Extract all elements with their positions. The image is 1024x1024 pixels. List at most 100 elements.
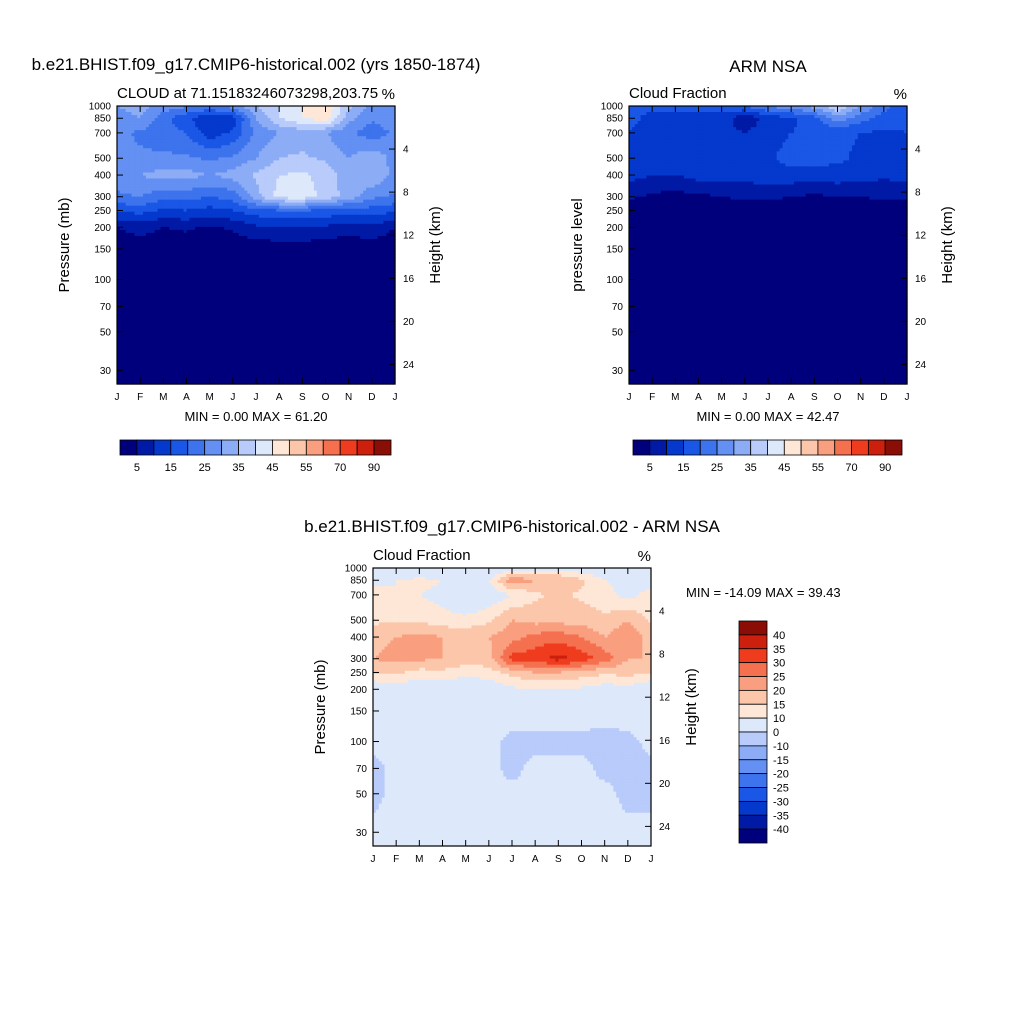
contour-cell bbox=[238, 184, 243, 189]
contour-cell bbox=[192, 139, 196, 143]
contour-cell bbox=[389, 226, 393, 231]
contour-cell bbox=[235, 106, 240, 110]
contour-cell bbox=[363, 229, 367, 234]
contour-cell bbox=[250, 136, 254, 140]
contour-cell bbox=[212, 154, 217, 158]
contour-cell bbox=[311, 148, 315, 152]
contour-cell bbox=[140, 214, 144, 219]
contour-cell bbox=[125, 145, 130, 149]
contour-cell bbox=[279, 106, 283, 110]
contour-cell bbox=[256, 178, 260, 183]
contour-cell bbox=[212, 136, 217, 140]
contour-cell bbox=[189, 193, 193, 198]
contour-cell bbox=[131, 130, 135, 134]
contour-cell bbox=[261, 175, 266, 180]
contour-cell bbox=[250, 145, 254, 149]
contour-cell bbox=[166, 136, 170, 140]
contour-cell bbox=[189, 214, 193, 219]
contour-cell bbox=[192, 190, 196, 195]
contour-cell bbox=[256, 220, 260, 225]
contour-cell bbox=[296, 229, 301, 234]
contour-cell bbox=[180, 127, 185, 131]
contour-cell bbox=[172, 154, 176, 158]
contour-cell bbox=[366, 154, 370, 158]
contour-cell bbox=[360, 121, 364, 125]
contour-cell bbox=[264, 175, 269, 180]
contour-cell bbox=[154, 202, 159, 207]
contour-cell bbox=[357, 145, 361, 149]
contour-cell bbox=[145, 208, 150, 213]
contour-cell bbox=[322, 109, 327, 113]
contour-cell bbox=[200, 142, 205, 146]
contour-cell bbox=[218, 202, 222, 207]
contour-cell bbox=[125, 217, 130, 222]
contour-cell bbox=[203, 145, 208, 149]
contour-cell bbox=[290, 133, 295, 137]
contour-cell bbox=[316, 112, 321, 116]
contour-cell bbox=[276, 187, 280, 192]
contour-cell bbox=[293, 157, 298, 161]
contour-cell bbox=[322, 115, 327, 119]
contour-cell bbox=[267, 217, 272, 222]
contour-cell bbox=[215, 202, 219, 207]
contour-cell bbox=[351, 163, 356, 168]
contour-cell bbox=[148, 133, 153, 137]
contour-cell bbox=[206, 172, 211, 177]
contour-cell bbox=[206, 133, 211, 137]
contour-cell bbox=[279, 220, 283, 225]
contour-cell bbox=[227, 172, 231, 177]
contour-cell bbox=[386, 187, 390, 192]
contour-cell bbox=[282, 229, 286, 234]
contour-cell bbox=[238, 136, 243, 140]
contour-cell bbox=[319, 154, 324, 158]
contour-cell bbox=[311, 193, 315, 198]
contour-cell bbox=[143, 205, 147, 210]
contour-cell bbox=[166, 145, 170, 149]
contour-cell bbox=[186, 223, 190, 228]
contour-cell bbox=[360, 199, 364, 204]
contour-cell bbox=[287, 208, 292, 213]
contour-cell bbox=[192, 136, 196, 140]
contour-cell bbox=[227, 118, 231, 122]
contour-cell bbox=[351, 220, 356, 225]
contour-cell bbox=[189, 187, 193, 192]
contour-cell bbox=[256, 115, 260, 119]
contour-cell bbox=[319, 187, 324, 192]
contour-cell bbox=[186, 124, 190, 128]
contour-cell bbox=[244, 184, 248, 189]
contour-cell bbox=[145, 166, 150, 171]
contour-cell bbox=[316, 223, 321, 228]
contour-cell bbox=[212, 121, 217, 125]
contour-cell bbox=[299, 160, 303, 165]
contour-cell bbox=[354, 118, 358, 122]
contour-cell bbox=[238, 229, 243, 234]
contour-cell bbox=[163, 214, 167, 219]
contour-cell bbox=[366, 214, 370, 219]
contour-cell bbox=[354, 136, 358, 140]
contour-cell bbox=[287, 151, 292, 155]
contour-cell bbox=[200, 130, 205, 134]
contour-cell bbox=[296, 139, 301, 143]
contour-cell bbox=[180, 148, 185, 152]
contour-cell bbox=[206, 175, 211, 180]
contour-cell bbox=[238, 151, 243, 155]
contour-cell bbox=[221, 175, 225, 180]
contour-cell bbox=[290, 160, 295, 165]
contour-cell bbox=[203, 106, 208, 110]
contour-cell bbox=[163, 154, 167, 158]
contour-cell bbox=[311, 214, 315, 219]
contour-cell bbox=[258, 127, 263, 131]
contour-cell bbox=[386, 169, 390, 174]
contour-cell bbox=[383, 211, 387, 216]
contour-cell bbox=[261, 142, 266, 146]
contour-cell bbox=[131, 142, 135, 146]
contour-cell bbox=[380, 109, 385, 113]
contour-cell bbox=[125, 229, 130, 234]
contour-cell bbox=[299, 223, 303, 228]
contour-cell bbox=[218, 142, 222, 146]
contour-cell bbox=[331, 166, 335, 171]
contour-cell bbox=[328, 160, 332, 165]
contour-cell bbox=[227, 112, 231, 116]
contour-cell bbox=[374, 175, 379, 180]
contour-cell bbox=[244, 133, 248, 137]
